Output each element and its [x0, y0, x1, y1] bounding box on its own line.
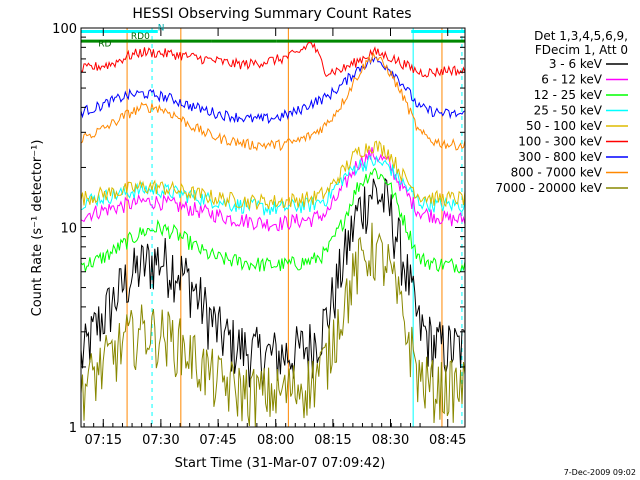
x-tick-label: 07:15 [85, 433, 122, 448]
legend-entry-label: 300 - 800 keV [518, 150, 602, 164]
series-line-4 [80, 140, 466, 210]
y-tick-label: 10 [60, 222, 77, 237]
x-tick-label: 08:15 [314, 433, 351, 448]
x-tick-label: 08:30 [372, 433, 409, 448]
x-tick-label: 08:00 [257, 433, 294, 448]
series-line-6 [80, 55, 466, 124]
x-tick-label: 07:30 [142, 433, 179, 448]
legend-entry-label: 3 - 6 keV [549, 57, 603, 71]
legend-entry-label: 50 - 100 keV [526, 119, 603, 133]
annotation-1: RD0 [131, 32, 150, 42]
legend-entry-label: 12 - 25 keV [534, 88, 603, 102]
legend-entry-label: 25 - 50 keV [534, 104, 603, 118]
series-line-7 [80, 51, 466, 152]
legend-entry-label: 100 - 300 keV [518, 135, 602, 149]
annotation-2: RD [98, 39, 111, 49]
y-axis-ticks: 1 10 100 [52, 22, 465, 436]
x-axis-ticks: 07:15 07:30 07:45 08:00 08:15 08:30 08:45 [83, 28, 466, 448]
y-tick-label: 1 [69, 421, 77, 436]
legend: Det 1,3,4,5,6,9,FDecim 1, Att 03 - 6 keV… [495, 29, 628, 195]
footer-timestamp: 7-Dec-2009 09:02 [564, 468, 636, 477]
x-axis-label: Start Time (31-Mar-07 07:09:42) [175, 456, 386, 471]
series-layer [80, 41, 466, 428]
annotation-0: N [158, 24, 165, 34]
legend-header-line: FDecim 1, Att 0 [535, 43, 628, 57]
legend-entry-label: 7000 - 20000 keV [495, 181, 602, 195]
series-line-5 [80, 41, 466, 78]
y-tick-label: 100 [52, 22, 77, 37]
legend-entry-label: 6 - 12 keV [541, 73, 603, 87]
legend-entry-label: 800 - 7000 keV [511, 166, 603, 180]
y-axis-label: Count Rate (s⁻¹ detector⁻¹) [30, 140, 45, 317]
x-tick-label: 07:45 [199, 433, 236, 448]
series-line-8 [80, 222, 466, 428]
legend-header-line: Det 1,3,4,5,6,9, [534, 29, 628, 43]
flag-bars [81, 30, 465, 43]
series-line-1 [80, 147, 466, 232]
x-tick-label: 08:45 [429, 433, 466, 448]
series-line-2 [80, 167, 466, 274]
series-line-0 [80, 177, 466, 392]
chart-title: HESSI Observing Summary Count Rates [132, 6, 411, 22]
annotations: N RD0 RD [98, 24, 164, 50]
